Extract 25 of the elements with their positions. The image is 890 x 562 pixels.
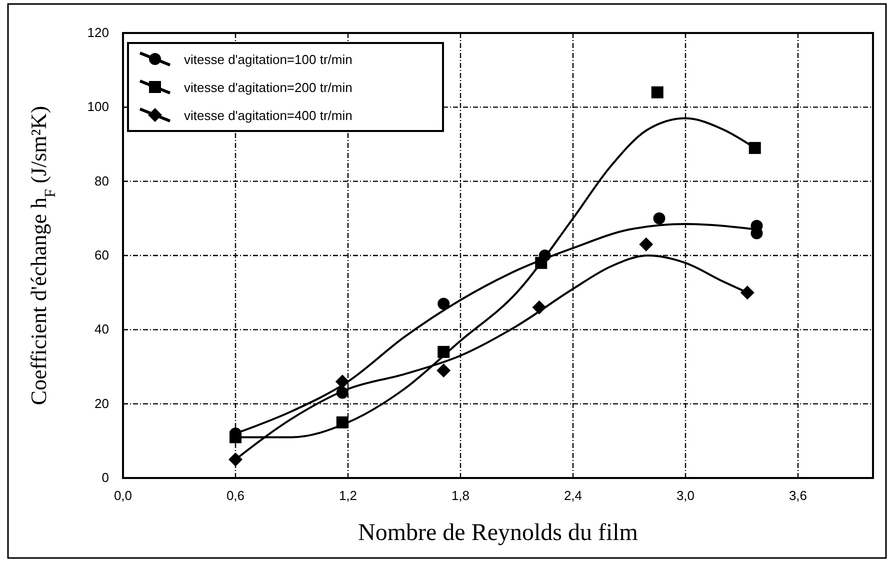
x-tick-label: 0,6	[226, 488, 245, 503]
y-tick-label: 40	[94, 322, 109, 337]
x-tick-label: 1,2	[338, 488, 358, 503]
x-tick-label: 0,0	[114, 488, 132, 503]
point	[436, 363, 451, 378]
point	[653, 212, 666, 224]
point	[651, 86, 664, 98]
x-tick-label: 3,6	[788, 488, 808, 503]
legend-label: vitesse d'agitation=400 tr/min	[184, 108, 352, 123]
y-tick-label: 0	[102, 470, 109, 485]
legend-label: vitesse d'agitation=100 tr/min	[184, 52, 352, 67]
x-tick-label: 3,0	[676, 488, 695, 503]
point	[228, 452, 242, 466]
y-tick-label: 120	[87, 25, 109, 40]
x-axis-title: Nombre de Reynolds du film	[358, 520, 638, 546]
point	[639, 237, 654, 252]
y-tick-label: 100	[87, 99, 109, 114]
point	[438, 298, 450, 310]
point	[748, 142, 761, 154]
legend-label: vitesse d'agitation=200 tr/min	[184, 80, 352, 95]
y-tick-label: 80	[94, 173, 109, 188]
x-tick-label: 1,8	[451, 488, 470, 503]
y-tick-label: 60	[94, 248, 109, 262]
x-tick-label: 2,4	[564, 488, 582, 503]
y-tick-label: 20	[94, 396, 109, 411]
